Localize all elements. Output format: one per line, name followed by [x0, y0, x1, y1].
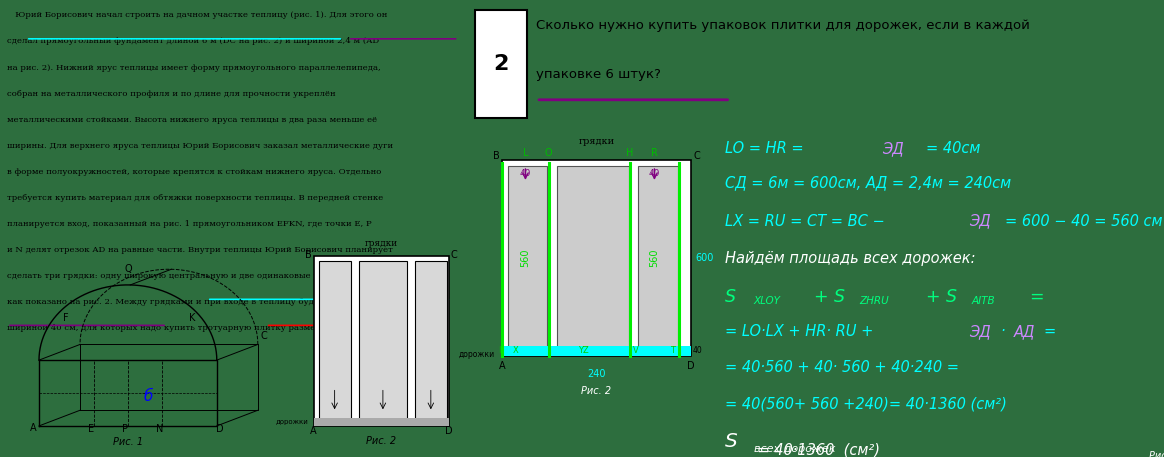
Text: S: S	[725, 287, 736, 306]
Text: I: I	[498, 345, 501, 355]
Text: 2: 2	[494, 54, 509, 74]
Text: собран на металлического профиля и по длине для прочности укреплён: собран на металлического профиля и по дл…	[7, 90, 335, 98]
Bar	[638, 166, 677, 351]
Text: грядки: грядки	[364, 239, 398, 249]
Bar	[502, 160, 691, 356]
Text: 240: 240	[588, 369, 605, 379]
Text: в форме полуокружностей, которые крепятся к стойкам нижнего яруса. Отдельно: в форме полуокружностей, которые крепятс…	[7, 168, 382, 176]
Text: 40: 40	[648, 169, 660, 177]
Text: ЭД: ЭД	[970, 324, 991, 339]
Text: N: N	[156, 424, 163, 434]
Text: C: C	[261, 331, 268, 341]
Text: Юрий Борисович начал строить на дачном участке теплицу (рис. 1). Для этого он: Юрий Борисович начал строить на дачном у…	[7, 11, 388, 20]
Text: шириной 40 см, для которых надо купить тротуарную плитку размером 20 × 20 см.: шириной 40 см, для которых надо купить т…	[7, 324, 386, 332]
FancyBboxPatch shape	[475, 10, 527, 118]
Text: и N делят отрезок AD на равные части. Внутри теплицы Юрий Борисович планирует: и N делят отрезок AD на равные части. Вн…	[7, 246, 393, 254]
Text: всех дорожек: всех дорожек	[754, 444, 836, 454]
Text: Рис. 1: Рис. 1	[113, 437, 143, 447]
Text: ЭД: ЭД	[881, 141, 903, 156]
Text: Сколько нужно купить упаковок плитки для дорожек, если в каждой: Сколько нужно купить упаковок плитки для…	[537, 19, 1030, 32]
Text: Рис. 2: Рис. 2	[367, 436, 396, 446]
Text: C: C	[694, 151, 701, 161]
Text: B: B	[305, 250, 312, 260]
Text: F: F	[64, 313, 69, 323]
Text: D: D	[445, 426, 453, 436]
Text: СД = 6м = 600см, АД = 2,4м = 240см: СД = 6м = 600см, АД = 2,4м = 240см	[725, 175, 1012, 191]
Text: B: B	[492, 151, 499, 161]
Bar	[414, 261, 447, 420]
Text: =: =	[1043, 324, 1056, 339]
Text: V: V	[633, 345, 639, 355]
Text: Q: Q	[125, 264, 132, 274]
Text: 40: 40	[520, 169, 531, 177]
Text: как показано на рис. 2. Между грядками и при входе в теплицу будут дорожки: как показано на рис. 2. Между грядками и…	[7, 298, 367, 306]
Text: АД: АД	[1014, 324, 1035, 339]
Text: планируется вход, показанный на рис. 1 прямоугольником EFKN, где точки E, P: планируется вход, показанный на рис. 1 п…	[7, 220, 371, 228]
Text: D: D	[687, 361, 695, 371]
Text: = 40см: = 40см	[927, 141, 981, 156]
Text: XLOY: XLOY	[754, 296, 781, 306]
Text: C: C	[450, 250, 457, 260]
Text: = LO·LX + HR· RU +: = LO·LX + HR· RU +	[725, 324, 873, 339]
Text: E: E	[88, 424, 94, 434]
Text: = 40·560 + 40· 560 + 40·240 =: = 40·560 + 40· 560 + 40·240 =	[725, 360, 959, 375]
Text: Найдём площадь всех дорожек:: Найдём площадь всех дорожек:	[725, 251, 975, 266]
Text: 560: 560	[650, 249, 660, 267]
Text: = 40·1360  (см²): = 40·1360 (см²)	[725, 442, 880, 457]
Text: AITB: AITB	[971, 296, 995, 306]
Text: Рис. 2: Рис. 2	[1149, 451, 1164, 457]
Text: упаковке 6 штук?: упаковке 6 штук?	[537, 68, 661, 81]
Text: дорожки: дорожки	[276, 419, 308, 425]
Text: ширины. Для верхнего яруса теплицы Юрий Борисович заказал металлические дуги: ширины. Для верхнего яруса теплицы Юрий …	[7, 142, 393, 150]
Text: ·: ·	[1000, 324, 1005, 339]
Text: 560: 560	[520, 249, 531, 267]
Text: на рис. 2). Нижний ярус теплицы имеет форму прямоугольного параллелепипеда,: на рис. 2). Нижний ярус теплицы имеет фо…	[7, 64, 381, 72]
Text: требуется купить материал для обтяжки поверхности теплицы. В передней стенке: требуется купить материал для обтяжки по…	[7, 194, 383, 202]
Text: ЭД: ЭД	[970, 213, 991, 228]
Text: A: A	[311, 426, 317, 436]
Text: металлическими стойками. Высота нижнего яруса теплицы в два раза меньше её: металлическими стойками. Высота нижнего …	[7, 116, 377, 124]
Bar	[502, 346, 691, 356]
Text: б: б	[143, 389, 154, 404]
Text: R: R	[651, 148, 658, 158]
Text: грядки: грядки	[579, 137, 615, 146]
Bar	[360, 261, 406, 420]
Bar	[313, 418, 448, 426]
Text: 600: 600	[695, 253, 714, 263]
Text: A: A	[30, 423, 37, 433]
Text: = 40(560+ 560 +240)= 40·1360 (см²): = 40(560+ 560 +240)= 40·1360 (см²)	[725, 396, 1007, 411]
Text: O: O	[545, 148, 553, 158]
Text: 40: 40	[693, 345, 703, 355]
Text: сделал прямоугольный фундамент длиной 6 м (DC на рис. 2) и шириной 2,4 м (AD: сделал прямоугольный фундамент длиной 6 …	[7, 37, 379, 46]
Bar	[508, 166, 547, 351]
Text: + S: + S	[815, 287, 845, 306]
Text: =: =	[1029, 287, 1044, 306]
Bar	[556, 166, 629, 351]
Bar	[319, 261, 350, 420]
Text: Рис. 2: Рис. 2	[582, 386, 611, 396]
Text: ZHRU: ZHRU	[859, 296, 889, 306]
Text: YZ: YZ	[579, 345, 589, 355]
Text: LO = HR =: LO = HR =	[725, 141, 803, 156]
Text: H: H	[626, 148, 633, 158]
Text: = 600 − 40 = 560 см: = 600 − 40 = 560 см	[1005, 213, 1163, 228]
Text: T: T	[669, 345, 675, 355]
Text: X: X	[512, 345, 518, 355]
Text: дорожки: дорожки	[459, 350, 495, 359]
Text: D: D	[215, 424, 223, 434]
Text: сделать три грядки: одну широкую центральную и две одинаковые узкие по краям,: сделать три грядки: одну широкую централ…	[7, 272, 386, 280]
Text: LX = RU = СТ = ВС −: LX = RU = СТ = ВС −	[725, 213, 885, 228]
Text: P: P	[122, 424, 128, 434]
Text: K: K	[190, 313, 196, 323]
Bar	[313, 256, 448, 426]
Text: L: L	[523, 148, 528, 158]
Text: + S: + S	[927, 287, 958, 306]
Text: A: A	[498, 361, 505, 371]
Text: S: S	[725, 432, 738, 452]
